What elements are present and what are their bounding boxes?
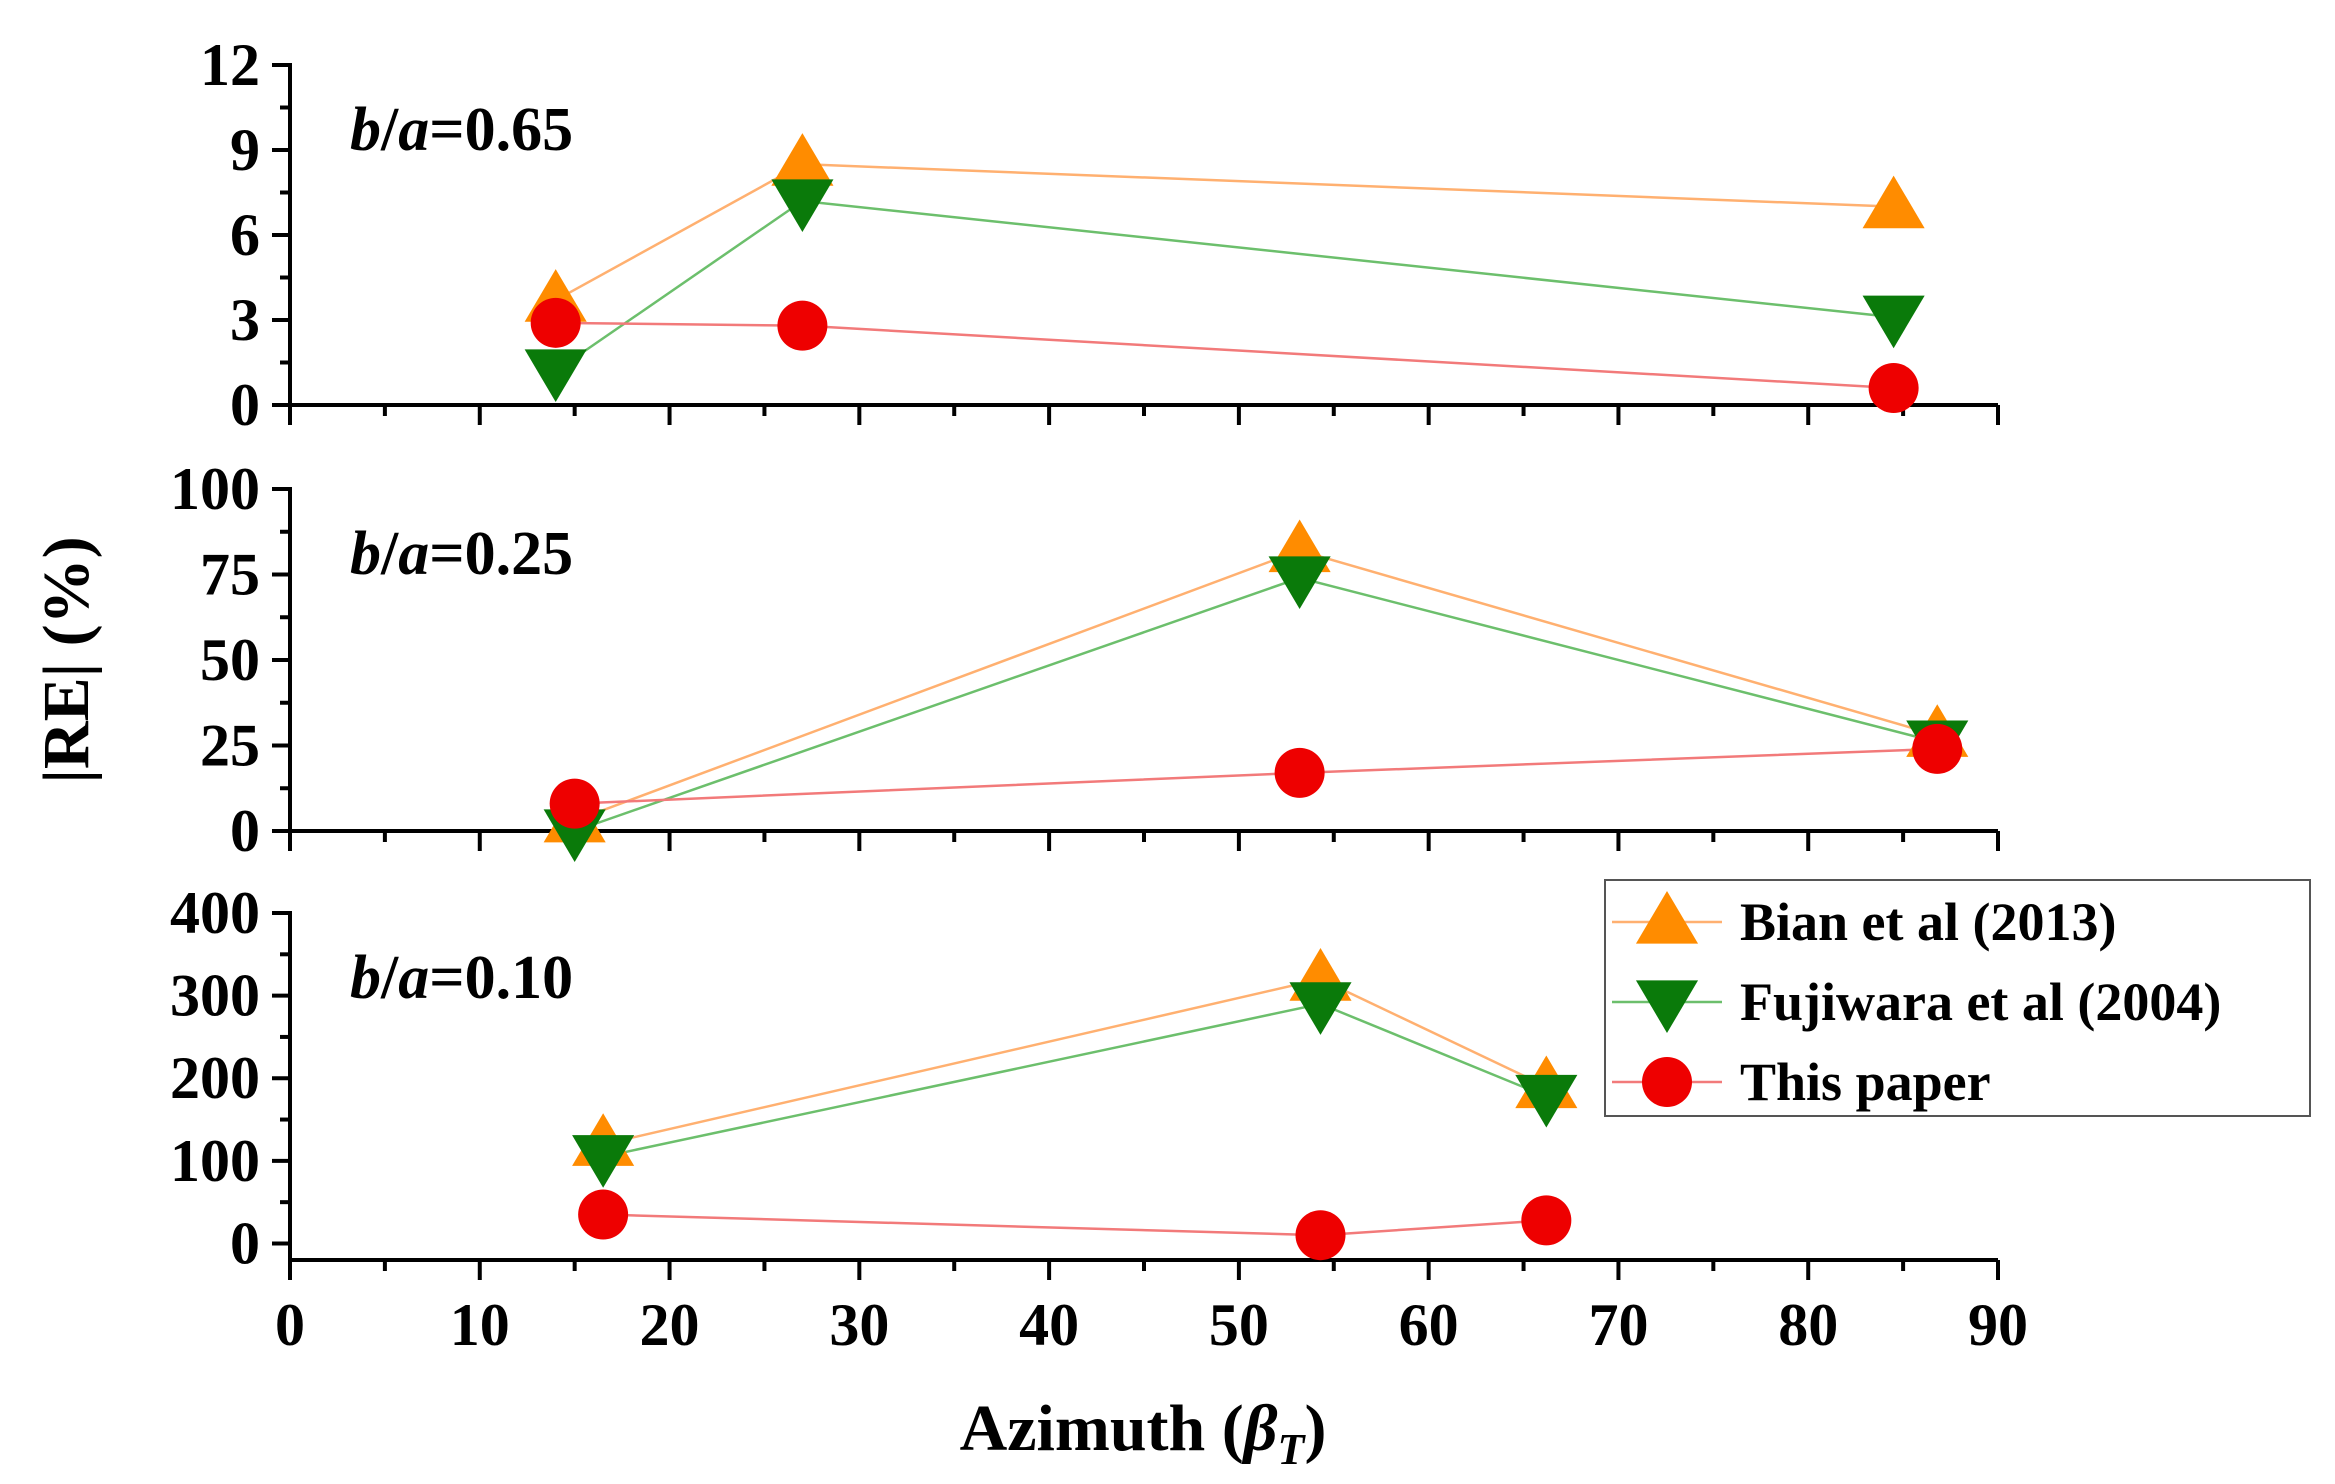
panel-label-b: b <box>350 520 381 588</box>
panel-3: 0 100 200 300 400 b/a=0.10 <box>170 880 2000 1280</box>
legend-marker-this <box>1642 1057 1692 1107</box>
panel-label-b: b <box>350 96 381 164</box>
panels-group: 036912b/a=0.650255075100b/a=0.2501002003… <box>170 32 2028 1358</box>
y-tick-label: 6 <box>230 202 260 268</box>
data-point-this <box>1868 363 1919 413</box>
panel-2: 0 25 50 75 100 b/a=0.25 <box>170 456 2000 864</box>
x-tick-label: 40 <box>1019 1292 1079 1358</box>
series-line-fujiwara <box>554 199 1894 373</box>
data-point-bian <box>1862 175 1925 229</box>
data-point-fujiwara <box>771 179 834 233</box>
x-axis-title-main: Azimuth ( <box>960 1392 1244 1465</box>
y-tick-label: 200 <box>170 1045 260 1111</box>
panel-label-a: a <box>398 520 429 588</box>
panel-label-value: =0.25 <box>429 520 573 588</box>
panel-label: b/a=0.65 <box>350 96 573 164</box>
y-tick-label: 0 <box>230 372 260 438</box>
y-tick-label: 100 <box>170 1128 260 1194</box>
data-point-fujiwara <box>572 1135 635 1188</box>
data-point-fujiwara <box>1289 982 1352 1035</box>
data-point-this <box>777 300 828 351</box>
legend-marker-fujiwara <box>1635 980 1699 1034</box>
y-tick-label: 400 <box>170 880 260 946</box>
data-point-this <box>549 778 600 829</box>
x-tick-label: 0 <box>275 1292 305 1358</box>
data-point-this <box>578 1189 629 1240</box>
data-point-fujiwara <box>524 349 587 403</box>
x-tick-label: 60 <box>1399 1292 1459 1358</box>
y-tick-label: 9 <box>230 117 260 183</box>
series-line-this <box>555 321 1894 390</box>
legend-marker-bian <box>1635 890 1699 944</box>
x-tick-label: 70 <box>1588 1292 1648 1358</box>
panel-label-slash: / <box>380 520 399 588</box>
x-axis-title-subscript: T <box>1278 1425 1307 1474</box>
series-line-bian <box>574 549 1938 822</box>
y-tick-label: 50 <box>200 627 260 693</box>
panel-label: b/a=0.25 <box>350 520 573 588</box>
data-point-fujiwara <box>1515 1074 1578 1128</box>
panel-label-slash: / <box>380 944 399 1012</box>
data-point-fujiwara <box>1862 295 1925 349</box>
data-point-this <box>1521 1195 1572 1246</box>
y-tick-label: 300 <box>170 963 260 1029</box>
x-tick-label: 20 <box>640 1292 700 1358</box>
data-point-bian <box>771 133 834 186</box>
x-axis-title-close: ) <box>1304 1392 1326 1465</box>
y-tick-label: 25 <box>200 713 260 779</box>
panel-label-a: a <box>398 944 429 1012</box>
series-line-this <box>603 1213 1547 1237</box>
x-tick-label: 30 <box>829 1292 889 1358</box>
panel-1: 0 3 6 9 12 b/a=0.65 <box>200 32 2000 438</box>
x-tick-label: 80 <box>1778 1292 1838 1358</box>
series-line-bian <box>602 977 1547 1146</box>
y-tick-label: 12 <box>200 32 260 98</box>
series-line-this <box>574 747 1938 805</box>
panel-label-slash: / <box>380 96 399 164</box>
series-line-fujiwara <box>574 576 1938 833</box>
y-tick-label: 0 <box>230 798 260 864</box>
y-tick-label: 3 <box>230 287 260 353</box>
legend: Bian et al (2013) Fujiwara et al (2004) Th… <box>1604 879 2311 1117</box>
panel-label-value: =0.10 <box>429 944 573 1012</box>
x-tick-label: 10 <box>450 1292 510 1358</box>
data-point-this <box>1912 723 1963 774</box>
panel-label-b: b <box>350 944 381 1012</box>
legend-label-fujiwara: Fujiwara et al (2004) <box>1740 972 2221 1032</box>
panel-label: b/a=0.10 <box>350 944 573 1012</box>
x-tick-label: 90 <box>1968 1292 2028 1358</box>
data-point-this <box>530 297 581 348</box>
data-point-this <box>1274 747 1325 798</box>
data-point-fujiwara <box>1268 556 1331 609</box>
legend-box <box>1604 879 2311 1117</box>
data-point-this <box>1295 1210 1346 1261</box>
x-axis-title: Azimuth (βT) <box>960 1392 1327 1474</box>
panel-label-a: a <box>398 96 429 164</box>
legend-label-this: This paper <box>1740 1052 1991 1112</box>
y-tick-label: 0 <box>230 1210 260 1276</box>
y-axis-title: |RE| (%) <box>30 536 103 783</box>
y-tick-label: 100 <box>170 456 260 522</box>
legend-label-bian: Bian et al (2013) <box>1740 892 2116 952</box>
panel-label-value: =0.65 <box>429 96 573 164</box>
series-line-fujiwara <box>602 1002 1547 1158</box>
x-axis-title-symbol: β <box>1241 1392 1278 1465</box>
x-tick-label: 50 <box>1209 1292 1269 1358</box>
y-tick-label: 75 <box>200 542 260 608</box>
